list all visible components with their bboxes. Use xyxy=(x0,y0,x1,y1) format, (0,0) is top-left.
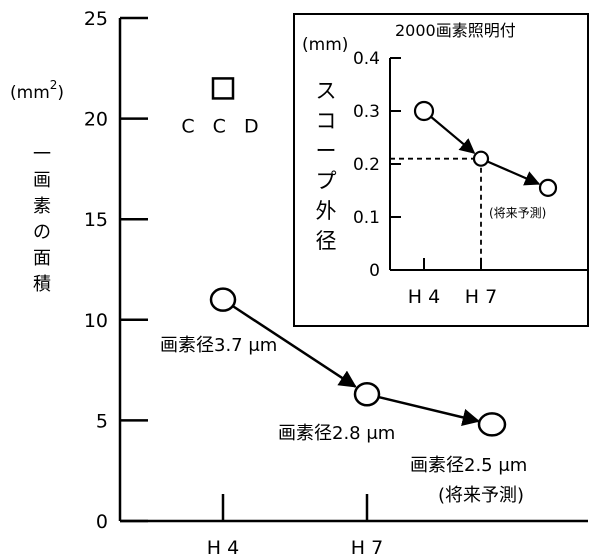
inset-y-unit-label: (mm) xyxy=(302,35,348,55)
main-x-ticks: H 4 H 7 xyxy=(207,494,383,558)
main-y-tick-label: 5 xyxy=(96,410,108,432)
inset-x-ticks: H 4 H 7 xyxy=(408,258,497,308)
inset-reference-lines xyxy=(390,157,482,270)
inset-x-tick-label: H 7 xyxy=(465,286,497,308)
inset-data-point xyxy=(472,150,490,167)
main-y-tick-label: 10 xyxy=(84,310,108,332)
main-point-label-secondary: (将来予測) xyxy=(438,485,524,506)
inset-y-ticks: 0 0.1 0.2 0.3 0.4 xyxy=(353,49,401,281)
main-x-tick-label: H 7 xyxy=(351,537,383,558)
main-y-unit-label: (mm2) xyxy=(10,78,64,103)
inset-y-tick-label: 0.1 xyxy=(353,208,380,228)
inset-y-label-char: プ xyxy=(316,169,337,193)
main-y-label-char: 面 xyxy=(33,248,51,269)
main-markers: C C D xyxy=(181,77,264,137)
main-point-label: 画素径3.7 μm xyxy=(160,335,277,356)
main-point-label: 画素径2.8 μm xyxy=(278,423,395,444)
inset-y-label-char: コ xyxy=(316,109,337,133)
inset-y-tick-label: 0.3 xyxy=(353,102,380,122)
inset-frame xyxy=(293,13,589,327)
inset-y-label-char: ス xyxy=(316,79,337,103)
inset-y-tick-label: 0.2 xyxy=(353,155,380,175)
main-point-label: 画素径2.5 μm xyxy=(410,455,527,476)
main-x-tick-label: H 4 xyxy=(207,537,239,558)
main-y-label-char: 素 xyxy=(33,196,51,217)
main-y-tick-label: 0 xyxy=(96,511,108,533)
inset-y-tick-label: 0 xyxy=(369,261,380,281)
ccd-marker-label: C C D xyxy=(181,115,264,137)
main-y-label-char: 画 xyxy=(33,170,51,191)
inset-series: (将来予測) xyxy=(413,100,558,220)
main-y-ticks: 0 5 10 15 20 25 xyxy=(84,8,148,533)
inset-title: 2000画素照明付 xyxy=(395,21,516,40)
inset-x-tick-label: H 4 xyxy=(408,286,440,308)
inset-y-label-char: ー xyxy=(316,139,337,163)
main-y-label-char: 一 xyxy=(33,144,51,165)
main-trend-arrow xyxy=(378,395,481,426)
inset-data-point xyxy=(413,100,435,122)
main-y-label-char: の xyxy=(33,222,51,243)
main-y-tick-label: 20 xyxy=(84,109,108,131)
main-y-tick-label: 25 xyxy=(84,8,108,30)
inset-trend-arrow xyxy=(486,160,541,186)
inset-trend-arrow xyxy=(430,115,476,154)
inset-y-label-char: 径 xyxy=(316,229,337,253)
main-trend-arrow xyxy=(232,305,357,388)
inset-y-tick-label: 0.4 xyxy=(353,49,380,69)
main-y-tick-label: 15 xyxy=(84,209,108,231)
ccd-marker xyxy=(211,77,235,100)
inset-point-label: (将来予測) xyxy=(489,206,546,220)
inset-data-point xyxy=(538,178,558,197)
main-data-point xyxy=(209,287,237,312)
main-data-point xyxy=(353,381,381,407)
main-series: 画素径3.7 μm 画素径2.8 μm 画素径2.5 μm (将来予測) xyxy=(160,287,527,506)
inset-y-label-char: 外 xyxy=(316,199,337,223)
main-y-label-char: 積 xyxy=(33,274,51,295)
main-data-point xyxy=(477,412,507,437)
